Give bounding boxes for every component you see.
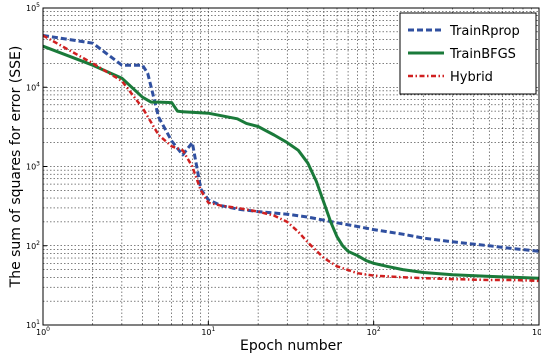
y-tick-exponent: 2 [36,240,40,247]
x-tick-base: 10 [36,328,46,337]
x-tick-exponent: 0 [46,326,50,333]
y-axis-title: The sum of squares for error (SSE) [8,46,24,289]
x-tick-label: 103 [532,326,541,337]
grid-lines [43,8,539,325]
series-line-hybrid [42,34,540,283]
series-line-trainrprop [42,34,540,253]
x-tick-label: 101 [201,326,215,337]
y-tick-exponent: 5 [36,2,40,9]
x-tick-base: 10 [532,328,541,337]
y-tick-label: 102 [26,240,40,251]
x-tick-label: 102 [367,326,381,337]
x-tick-base: 10 [201,328,211,337]
y-tick-base: 10 [26,4,36,13]
x-tick-exponent: 1 [212,326,216,333]
x-axis-title: Epoch number [240,338,342,354]
y-tick-label: 103 [26,161,40,172]
y-tick-exponent: 1 [36,319,40,326]
legend-label-hybrid: Hybrid [450,70,493,85]
y-tick-exponent: 3 [36,161,40,168]
y-tick-label: 104 [26,81,40,92]
series-line-trainbfgs [42,44,540,280]
y-tick-base: 10 [26,83,36,92]
x-tick-label: 100 [36,326,50,337]
y-tick-base: 10 [26,321,36,330]
series-lines [42,34,540,283]
legend-label-trainbfgs: TrainBFGS [449,47,516,62]
legend-label-trainrprop: TrainRprop [449,24,520,39]
y-tick-exponent: 4 [36,81,40,88]
y-tick-base: 10 [26,242,36,251]
x-tick-exponent: 2 [377,326,381,333]
legend: TrainRprop TrainBFGS Hybrid [399,12,537,95]
y-tick-label: 101 [26,319,40,330]
y-tick-base: 10 [26,163,36,172]
axis-ticks: 100101102103101102103104105 [26,2,541,337]
x-tick-base: 10 [367,328,377,337]
y-tick-label: 105 [26,2,40,13]
